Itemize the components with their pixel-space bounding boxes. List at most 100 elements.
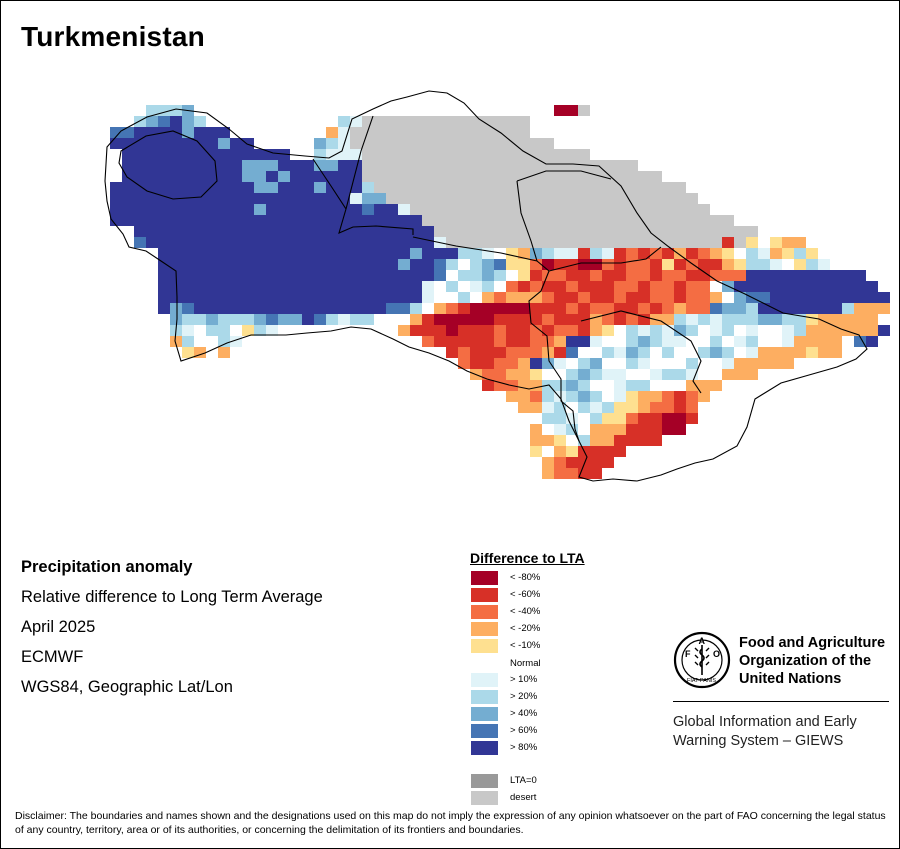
anomaly-cell — [590, 347, 602, 358]
anomaly-cell — [698, 314, 710, 325]
anomaly-cell — [446, 237, 458, 248]
anomaly-cell — [794, 259, 806, 270]
anomaly-cell — [494, 259, 506, 270]
anomaly-cell — [422, 292, 434, 303]
anomaly-cell — [446, 116, 458, 127]
legend-label: < -10% — [510, 640, 541, 651]
anomaly-cell — [530, 303, 542, 314]
anomaly-cell — [782, 281, 794, 292]
anomaly-cell — [542, 259, 554, 270]
province-border — [516, 180, 538, 262]
anomaly-cell — [350, 336, 362, 347]
anomaly-cell — [290, 171, 302, 182]
anomaly-cell — [446, 149, 458, 160]
anomaly-cell — [242, 248, 254, 259]
anomaly-cell — [722, 248, 734, 259]
anomaly-cell — [494, 237, 506, 248]
anomaly-cell — [302, 160, 314, 171]
anomaly-cell — [578, 160, 590, 171]
anomaly-cell — [518, 171, 530, 182]
anomaly-cell — [290, 248, 302, 259]
anomaly-cell — [350, 127, 362, 138]
anomaly-cell — [386, 171, 398, 182]
anomaly-cell — [554, 182, 566, 193]
anomaly-cell — [494, 215, 506, 226]
anomaly-cell — [686, 215, 698, 226]
anomaly-cell — [662, 226, 674, 237]
anomaly-cell — [302, 292, 314, 303]
anomaly-cell — [386, 226, 398, 237]
anomaly-cell — [854, 281, 866, 292]
anomaly-cell — [578, 413, 590, 424]
map-info: Precipitation anomaly Relative differenc… — [21, 556, 441, 706]
anomaly-cell — [578, 347, 590, 358]
anomaly-cell — [566, 281, 578, 292]
anomaly-cell — [734, 336, 746, 347]
anomaly-cell — [602, 160, 614, 171]
anomaly-cell — [518, 226, 530, 237]
anomaly-cell — [626, 226, 638, 237]
anomaly-cell — [602, 358, 614, 369]
anomaly-cell — [158, 182, 170, 193]
anomaly-cell — [242, 226, 254, 237]
anomaly-cell — [338, 292, 350, 303]
anomaly-cell — [146, 160, 158, 171]
anomaly-cell — [350, 248, 362, 259]
anomaly-cell — [854, 325, 866, 336]
anomaly-cell — [482, 182, 494, 193]
anomaly-cell — [614, 369, 626, 380]
precipitation-anomaly-map — [104, 90, 890, 482]
anomaly-cell — [374, 215, 386, 226]
anomaly-cell — [314, 270, 326, 281]
anomaly-cell — [578, 380, 590, 391]
anomaly-cell — [758, 303, 770, 314]
anomaly-cell — [494, 171, 506, 182]
anomaly-cell — [530, 281, 542, 292]
anomaly-cell — [254, 270, 266, 281]
anomaly-cell — [158, 292, 170, 303]
legend-label: > 10% — [510, 674, 538, 685]
anomaly-cell — [518, 369, 530, 380]
anomaly-cell — [530, 149, 542, 160]
anomaly-cell — [374, 281, 386, 292]
anomaly-cell — [662, 204, 674, 215]
anomaly-cell — [182, 204, 194, 215]
anomaly-cell — [470, 138, 482, 149]
anomaly-cell — [350, 259, 362, 270]
anomaly-cell — [506, 303, 518, 314]
anomaly-cell — [506, 314, 518, 325]
anomaly-cell — [518, 314, 530, 325]
anomaly-cell — [230, 248, 242, 259]
anomaly-cell — [302, 237, 314, 248]
anomaly-cell — [602, 292, 614, 303]
anomaly-cell — [182, 248, 194, 259]
anomaly-cell — [770, 303, 782, 314]
anomaly-cell — [374, 237, 386, 248]
country-border — [104, 90, 868, 482]
anomaly-cell — [434, 347, 446, 358]
anomaly-cell — [422, 303, 434, 314]
anomaly-cell — [302, 259, 314, 270]
anomaly-cell — [566, 182, 578, 193]
anomaly-cell — [614, 193, 626, 204]
anomaly-cell — [710, 358, 722, 369]
anomaly-cell — [206, 204, 218, 215]
anomaly-cell — [326, 259, 338, 270]
anomaly-cell — [398, 237, 410, 248]
anomaly-cell — [554, 149, 566, 160]
anomaly-cell — [614, 292, 626, 303]
anomaly-cell — [626, 402, 638, 413]
anomaly-cell — [266, 325, 278, 336]
anomaly-cell — [398, 292, 410, 303]
anomaly-cell — [542, 160, 554, 171]
anomaly-cell — [674, 204, 686, 215]
anomaly-cell — [398, 259, 410, 270]
anomaly-cell — [206, 270, 218, 281]
anomaly-cell — [674, 380, 686, 391]
anomaly-cell — [254, 237, 266, 248]
anomaly-cell — [482, 358, 494, 369]
anomaly-cell — [218, 226, 230, 237]
anomaly-cell — [362, 314, 374, 325]
anomaly-cell — [338, 303, 350, 314]
